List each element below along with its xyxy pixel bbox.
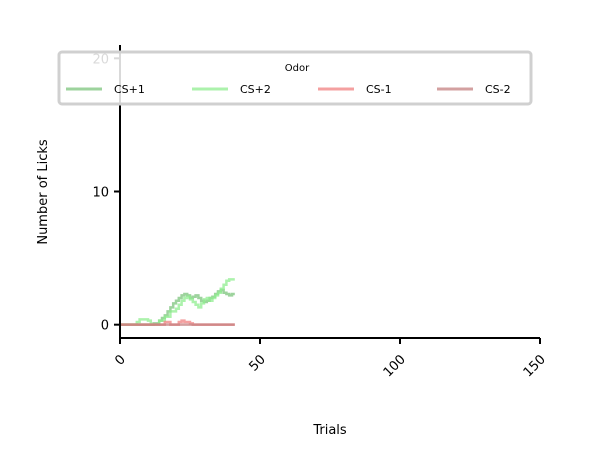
y-axis-title: Number of Licks (36, 139, 51, 245)
x-tick-label: 100 (381, 352, 409, 380)
legend-label: CS+2 (240, 83, 271, 96)
x-ticks: 0 50 100 150 (112, 338, 549, 380)
x-tick-label: 50 (247, 352, 269, 374)
legend-label: CS-2 (485, 83, 511, 96)
legend-label: CS+1 (114, 83, 145, 96)
legend-frame (57, 50, 533, 106)
legend-label: CS-1 (366, 83, 392, 96)
legend-items: CS+1 CS+2 CS-1 CS-2 (66, 83, 511, 96)
x-tick-label: 150 (521, 352, 549, 380)
y-tick-label: 0 (101, 319, 109, 334)
y-tick-label: 10 (92, 186, 109, 201)
series-line (120, 278, 235, 326)
series-layer (120, 278, 235, 326)
x-axis-title: Trials (312, 423, 347, 438)
legend-title: Odor (285, 63, 310, 74)
legend: Odor CS+1 CS+2 CS-1 CS-2 (57, 50, 533, 106)
x-tick-label: 0 (112, 352, 128, 368)
